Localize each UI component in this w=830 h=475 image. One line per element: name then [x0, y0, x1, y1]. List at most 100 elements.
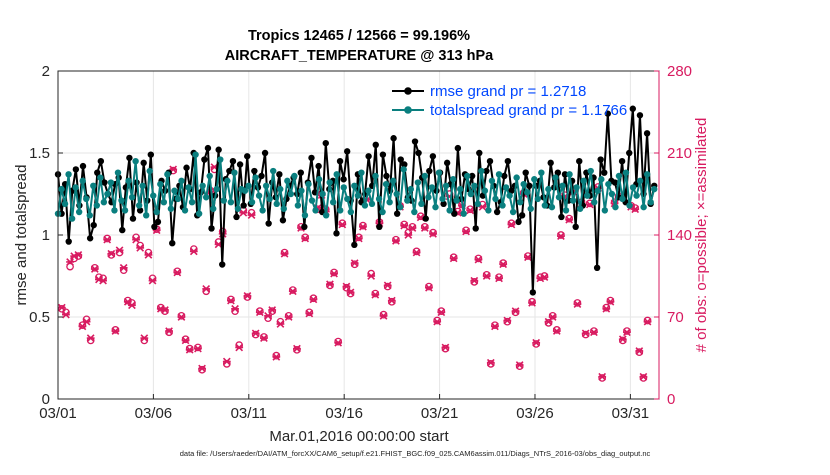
- totalspread-point: [358, 169, 365, 176]
- totalspread-point: [513, 174, 520, 181]
- totalspread-point: [464, 172, 471, 180]
- totalspread-point: [273, 200, 280, 208]
- totalspread-point: [449, 176, 457, 183]
- totalspread-point: [566, 171, 573, 178]
- rmse-point: [79, 162, 87, 170]
- series-layer: [54, 105, 658, 382]
- totalspread-point: [294, 202, 302, 209]
- obs-assimilated-marker: [326, 280, 334, 289]
- obs-possible-marker: [499, 259, 508, 267]
- obs-assimilated-marker: [623, 328, 631, 337]
- obs-possible-marker: [552, 326, 561, 334]
- legend: rmse grand pr = 1.2718 totalspread grand…: [392, 83, 627, 119]
- totalspread-point: [241, 187, 249, 194]
- y-left-tick-label: 1.5: [29, 145, 50, 162]
- rmse-point: [518, 212, 526, 219]
- rmse-point: [415, 149, 422, 157]
- totalspread-point: [411, 208, 418, 216]
- totalspread-point: [107, 179, 115, 186]
- obs-possible-marker: [293, 345, 301, 354]
- y-right-tick-label: 0: [667, 391, 675, 408]
- totalspread-point: [439, 195, 446, 203]
- totalspread-point: [580, 177, 587, 185]
- totalspread-point: [520, 180, 527, 188]
- rmse-point: [94, 169, 101, 176]
- rmse-point: [597, 156, 604, 163]
- totalspread-point: [68, 215, 76, 222]
- obs-assimilated-marker: [548, 313, 557, 321]
- obs-possible-marker: [359, 221, 367, 230]
- rmse-point: [126, 154, 133, 162]
- rmse-point: [315, 162, 322, 170]
- totalspread-point: [488, 177, 496, 185]
- obs-assimilated-marker: [103, 235, 112, 244]
- rmse-point: [593, 264, 601, 271]
- obs-assimilated-marker: [148, 276, 157, 285]
- obs-possible-marker: [255, 307, 264, 315]
- rmse-point: [365, 153, 372, 160]
- obs-possible-marker: [429, 228, 437, 237]
- rmse-point: [140, 159, 147, 167]
- totalspread-point: [61, 200, 69, 208]
- rmse-point: [554, 169, 562, 176]
- totalspread-point: [629, 184, 637, 191]
- obs-possible-marker: [449, 253, 458, 262]
- obs-assimilated-marker: [491, 322, 499, 331]
- totalspread-point: [213, 185, 220, 193]
- totalspread-point: [545, 185, 552, 193]
- obs-possible-marker: [330, 268, 338, 277]
- data-file-footnote: data file: /Users/raeder/DAI/ATM_forcXX/…: [179, 449, 651, 458]
- obs-assimilated-marker: [474, 255, 483, 264]
- y-right-tick-label: 280: [667, 63, 692, 80]
- totalspread-point: [425, 194, 432, 201]
- obs-assimilated-marker: [449, 254, 458, 263]
- totalspread-point: [188, 199, 196, 206]
- totalspread-point: [248, 199, 256, 206]
- obs-assimilated-marker: [367, 272, 376, 280]
- totalspread-point: [435, 169, 443, 176]
- obs-possible-marker: [342, 283, 351, 292]
- obs-possible-marker: [260, 333, 268, 341]
- obs-possible-marker: [635, 348, 644, 356]
- obs-assimilated-marker: [144, 251, 153, 259]
- obs-assimilated-marker: [255, 308, 264, 317]
- rmse-point: [501, 172, 508, 180]
- totalspread-point: [174, 195, 182, 203]
- totalspread-point: [65, 171, 72, 178]
- obs-assimilated-marker: [371, 290, 380, 299]
- rmse-point: [576, 158, 583, 165]
- totalspread-point: [284, 177, 291, 185]
- totalspread-point: [400, 166, 407, 173]
- obs-assimilated-marker: [598, 372, 607, 381]
- rmse-point: [201, 156, 208, 163]
- rmse-point: [379, 151, 387, 158]
- rmse-point: [233, 213, 240, 221]
- obs-assimilated-marker: [482, 272, 491, 280]
- totalspread-point: [397, 203, 404, 211]
- totalspread-point: [502, 184, 510, 191]
- obs-possible-marker: [78, 321, 87, 330]
- x-tick-label: 03/21: [421, 405, 459, 422]
- totalspread-point: [132, 158, 139, 165]
- rmse-point: [136, 207, 144, 214]
- obs-assimilated-marker: [198, 364, 206, 373]
- totalspread-point: [361, 202, 369, 209]
- rmse-point: [147, 151, 155, 158]
- obs-assimilated-marker: [552, 327, 561, 335]
- rmse-point: [340, 176, 347, 183]
- obs-assimilated-marker: [354, 234, 363, 243]
- rmse-point: [333, 230, 340, 237]
- obs-assimilated-marker: [177, 313, 186, 321]
- x-tick-label: 03/31: [612, 405, 650, 422]
- totalspread-point: [467, 190, 474, 198]
- rmse-point: [515, 218, 522, 226]
- obs-possible-marker: [408, 222, 417, 231]
- rmse-point: [372, 141, 379, 148]
- totalspread-point: [142, 212, 150, 219]
- obs-possible-marker: [590, 327, 598, 335]
- obs-assimilated-marker: [194, 344, 202, 353]
- obs-possible-marker: [511, 308, 520, 317]
- obs-possible-marker: [544, 319, 553, 327]
- totalspread-point: [527, 205, 534, 212]
- obs-possible-marker: [474, 254, 483, 263]
